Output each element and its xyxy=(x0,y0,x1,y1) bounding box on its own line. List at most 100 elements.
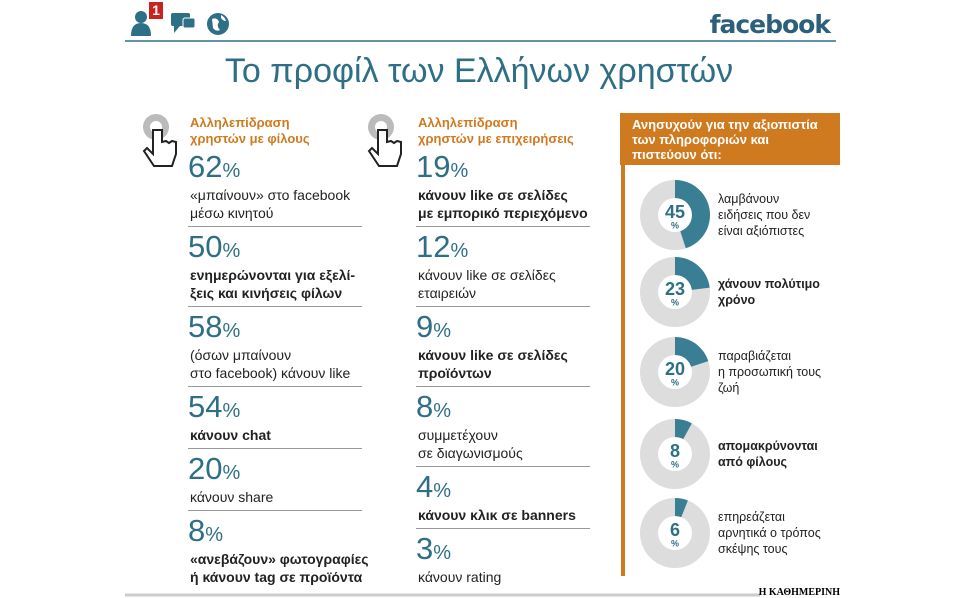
stat-text: με εμπορικό περιεχόμενο xyxy=(418,205,588,221)
stat-unit: % xyxy=(450,240,469,262)
stat-text: ενημερώνονται για εξελί- xyxy=(190,267,356,283)
concern-text: αρνητικά ο τρόπος xyxy=(718,526,821,540)
cursor-icon xyxy=(367,114,402,167)
concern-text: είναι αξιόπιστες xyxy=(718,224,805,238)
stat-value: 9 xyxy=(416,309,434,344)
stat-text: κάνουν κλικ σε banners xyxy=(418,507,576,523)
stat-number: 20% xyxy=(188,452,240,490)
separator xyxy=(188,306,362,307)
stat-value: 20 xyxy=(188,451,223,486)
stat-unit: % xyxy=(433,320,452,342)
stat-value: 19 xyxy=(416,149,451,184)
stat-unit: % xyxy=(222,462,241,484)
stat-value: 8 xyxy=(416,389,434,424)
donut-hole xyxy=(658,198,692,232)
title: Το προφίλ των Ελλήνων χρηστών xyxy=(224,52,734,90)
brand: facebook xyxy=(709,10,831,39)
donut-unit: % xyxy=(671,459,679,469)
stat-number: 58% xyxy=(188,310,240,348)
stat-unit: % xyxy=(433,542,452,564)
concerns-heading: πιστεύουν ότι: xyxy=(632,147,722,162)
globe-icon xyxy=(207,13,229,35)
donut-value: 20 xyxy=(665,359,685,379)
source: Η ΚΑΘΗΜΕΡΙΝΗ xyxy=(758,587,840,598)
stat-number: 50% xyxy=(188,230,240,268)
donut-unit: % xyxy=(671,220,679,230)
stat-unit: % xyxy=(205,524,224,546)
separator xyxy=(416,528,590,529)
donut-hole xyxy=(658,516,692,550)
stat-value: 8 xyxy=(188,513,206,548)
concerns-heading: Ανησυχούν για την αξιοπιστία xyxy=(632,117,818,132)
separator xyxy=(416,226,590,227)
donut-value: 6 xyxy=(670,520,680,540)
stat-text: ξεις και κινήσεις φίλων xyxy=(190,285,343,301)
concern-text: η προσωπική τους xyxy=(718,365,822,379)
stat-text: (όσων μπαίνουν xyxy=(190,347,292,363)
stat-value: 4 xyxy=(416,469,434,504)
column-heading: Αλληλεπίδραση xyxy=(418,115,518,130)
stat-number: 19% xyxy=(416,150,468,188)
messages-icon xyxy=(171,13,196,33)
stat-text: κάνουν share xyxy=(190,489,274,505)
stat-unit: % xyxy=(450,160,469,182)
concern-text: απομακρύνονται xyxy=(718,439,818,453)
separator xyxy=(416,386,590,387)
stat-text: κάνουν like σε σελίδες xyxy=(418,347,568,363)
concern-text: χάνουν πολύτιμο xyxy=(718,277,820,291)
separator xyxy=(188,448,362,449)
separator xyxy=(416,306,590,307)
stat-text: μέσω κινητού xyxy=(190,205,274,221)
separator xyxy=(416,466,590,467)
stat-value: 54 xyxy=(188,389,223,424)
stat-text: κάνουν like σε σελίδες xyxy=(418,267,556,283)
cursor-icon xyxy=(142,114,177,167)
stat-text: εταιρειών xyxy=(418,285,477,301)
concerns-header-bg xyxy=(620,113,840,165)
stat-number: 8% xyxy=(416,390,451,428)
stat-unit: % xyxy=(433,400,452,422)
stat-text: κάνουν rating xyxy=(418,569,502,585)
stat-text: κάνουν like σε σελίδες xyxy=(418,187,568,203)
stat-text: συμμετέχουν xyxy=(418,427,498,443)
concern-text: ειδήσεις που δεν xyxy=(718,208,811,222)
stat-text: σε διαγωνισμούς xyxy=(418,445,523,461)
stat-number: 4% xyxy=(416,470,451,508)
separator xyxy=(188,226,362,227)
concern-text: επηρεάζεται xyxy=(718,510,785,524)
column-heading: χρηστών με φίλους xyxy=(190,131,310,146)
friends-icon xyxy=(131,2,163,36)
concern-text: σκέψης τους xyxy=(718,542,788,556)
stat-number: 8% xyxy=(188,514,223,552)
concerns-heading: των πληροφοριών και xyxy=(632,132,770,147)
donut-slice xyxy=(675,180,710,249)
donut-unit: % xyxy=(671,297,679,307)
donut-value: 23 xyxy=(665,279,685,299)
donut-hole xyxy=(658,437,692,471)
stat-number: 54% xyxy=(188,390,240,428)
separator xyxy=(188,386,362,387)
donut-hole xyxy=(658,275,692,309)
donut-unit: % xyxy=(671,377,679,387)
concern-text: ζωή xyxy=(718,381,740,395)
stat-unit: % xyxy=(222,400,241,422)
concern-text: λαμβάνουν xyxy=(718,192,780,206)
stat-text: ή κάνουν tag σε προϊόντα xyxy=(190,569,363,585)
notification-badge: 1 xyxy=(152,2,160,18)
stat-unit: % xyxy=(433,480,452,502)
stat-value: 12 xyxy=(416,229,451,264)
stat-text: κάνουν chat xyxy=(190,427,271,443)
stat-number: 12% xyxy=(416,230,468,268)
stat-unit: % xyxy=(222,160,241,182)
donut-value: 8 xyxy=(670,441,680,461)
concern-text: από φίλους xyxy=(718,455,787,469)
stat-value: 3 xyxy=(416,531,434,566)
stat-number: 3% xyxy=(416,532,451,570)
column-heading: χρηστών με επιχειρήσεις xyxy=(418,131,574,146)
stat-unit: % xyxy=(222,240,241,262)
stat-unit: % xyxy=(222,320,241,342)
stat-value: 62 xyxy=(188,149,223,184)
stat-value: 50 xyxy=(188,229,223,264)
separator xyxy=(188,510,362,511)
